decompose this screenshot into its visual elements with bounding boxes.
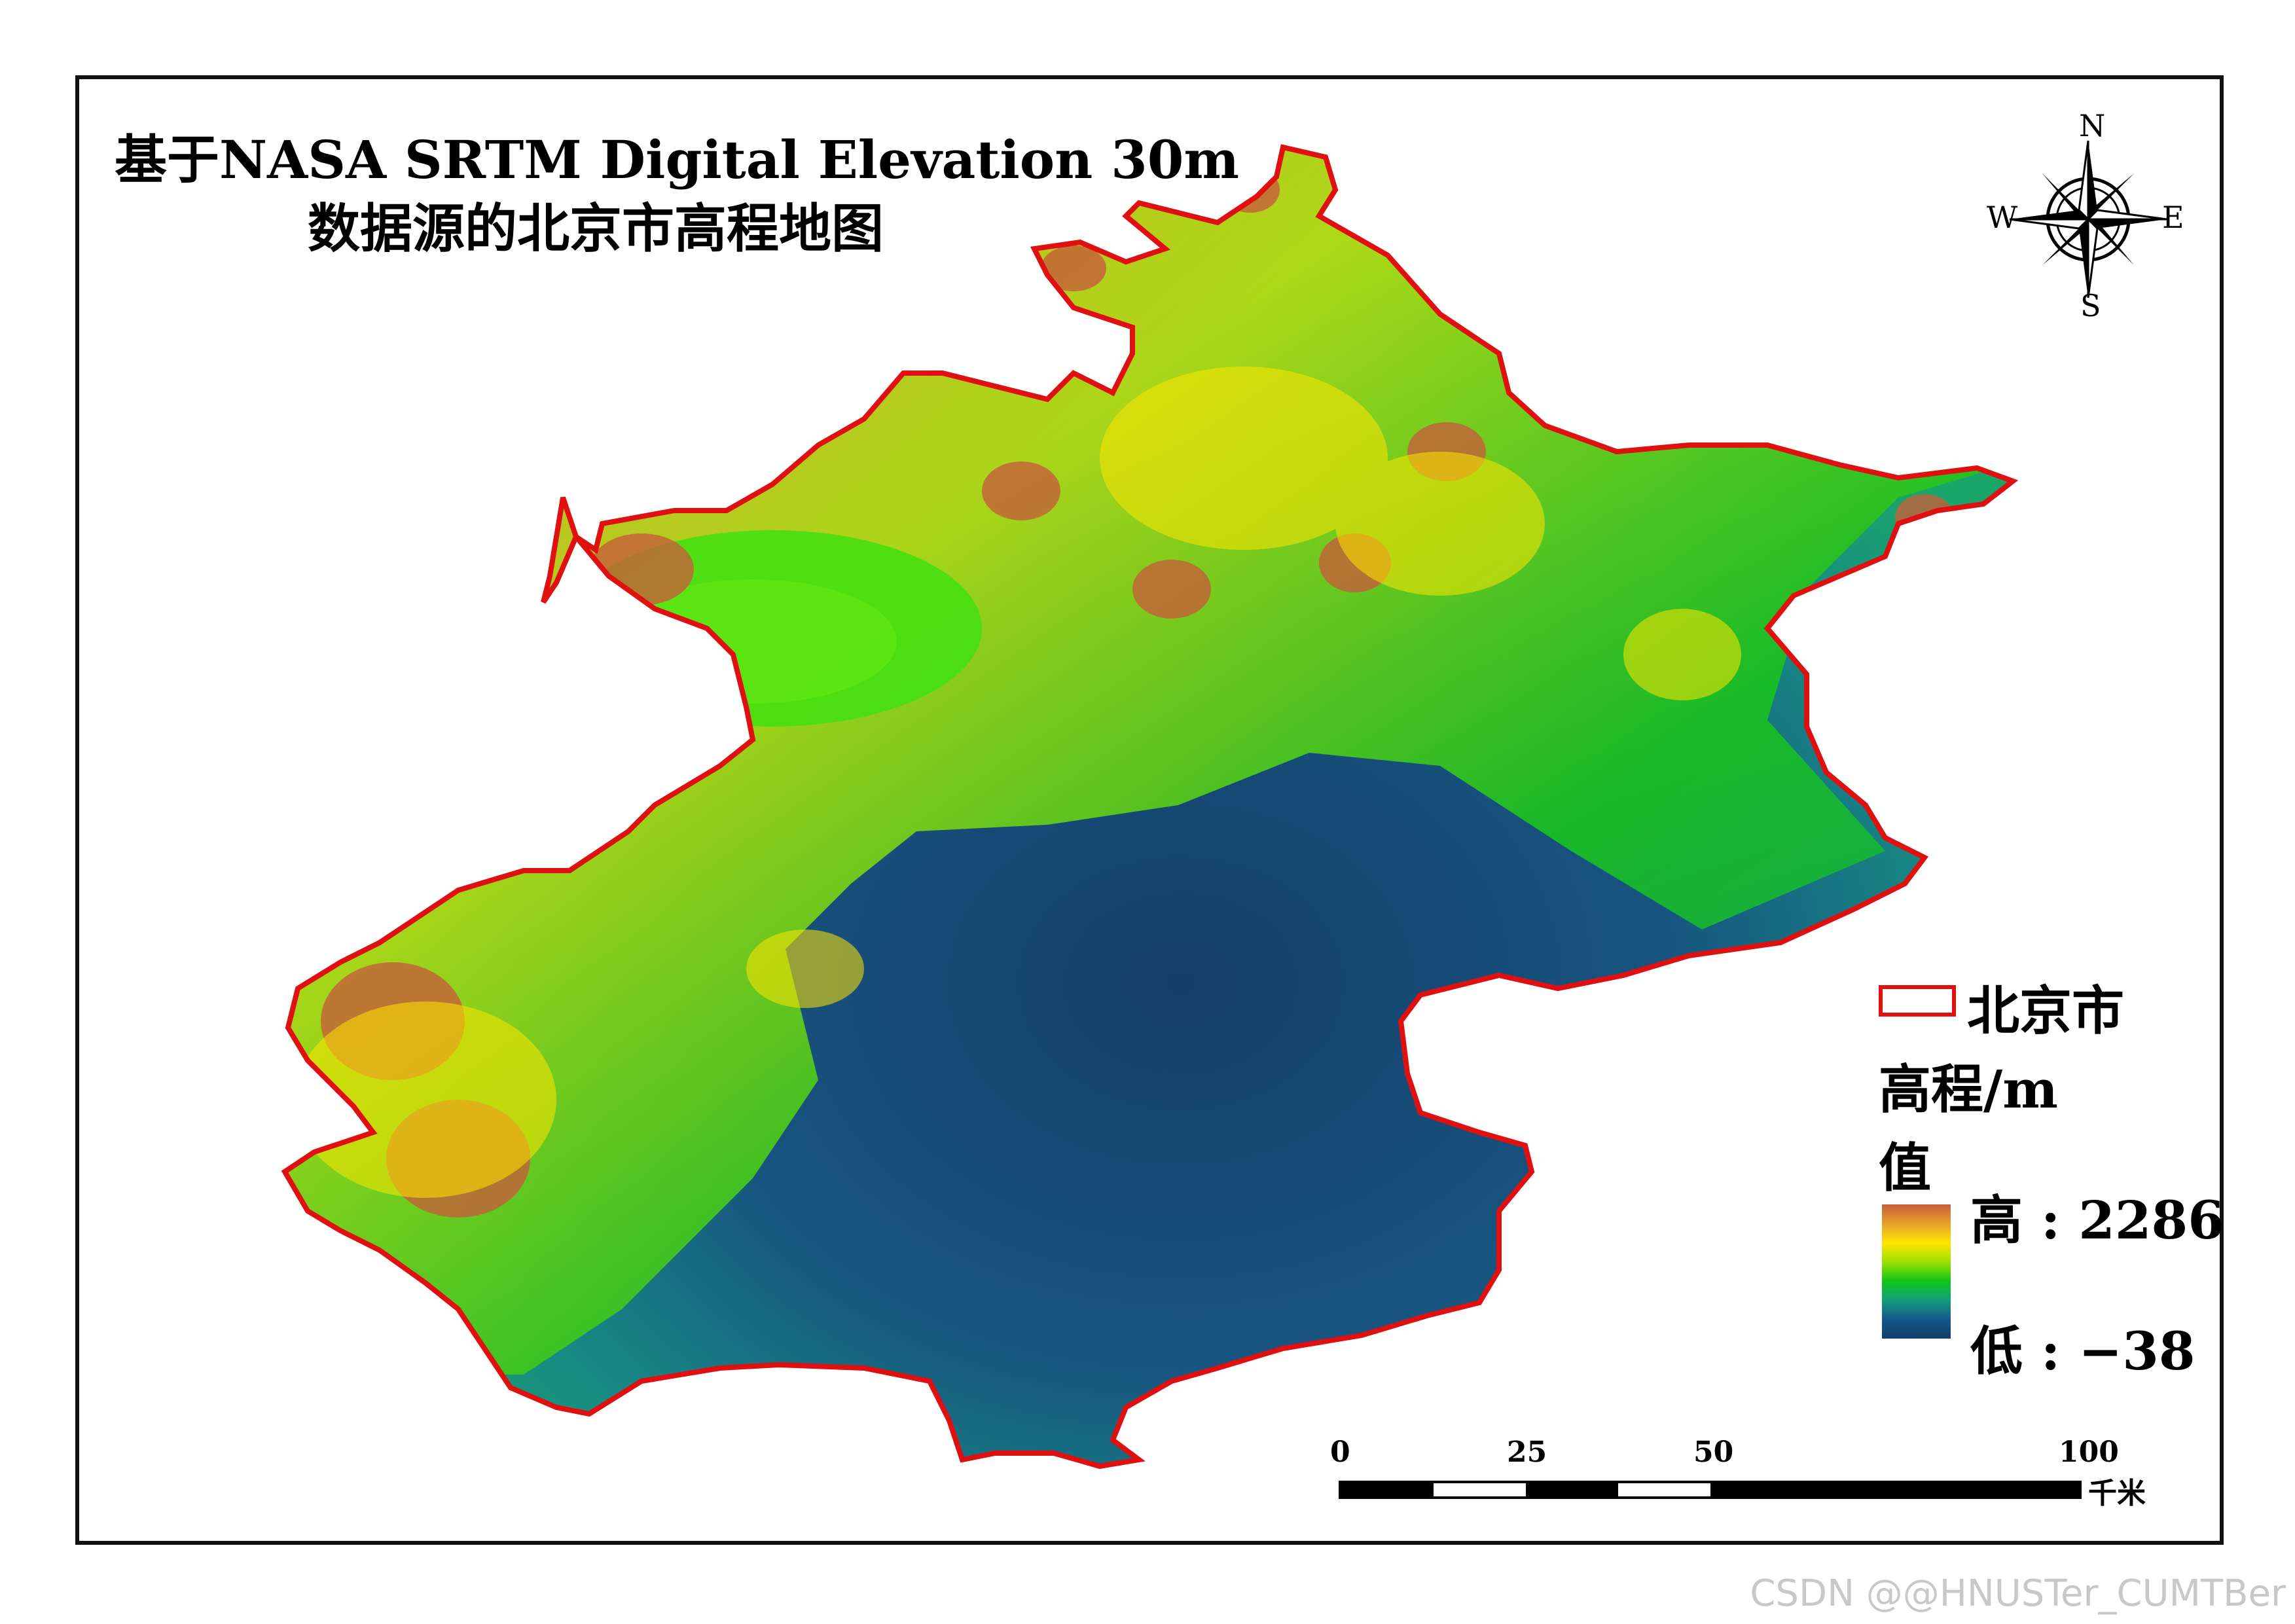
legend-boundary-swatch — [1879, 985, 1956, 1017]
scale-tick-25: 25 — [1507, 1435, 1547, 1469]
legend-high-label: 高 : 2286 — [1970, 1189, 2224, 1251]
legend-elevation-title: 高程/m — [1879, 1058, 2058, 1120]
legend-low-label: 低 : −38 — [1970, 1320, 2196, 1382]
map-frame — [75, 75, 2224, 1545]
scale-tick-50: 50 — [1693, 1435, 1734, 1469]
compass-west-label: W — [1987, 200, 2018, 235]
north-arrow-icon — [2009, 140, 2167, 298]
legend-color-ramp — [1882, 1204, 1951, 1339]
elevation-raster — [285, 147, 2013, 1466]
map-title-line1: 基于NASA SRTM Digital Elevation 30m — [115, 129, 1240, 190]
legend-value-label: 值 — [1879, 1137, 1931, 1199]
scale-bar — [1339, 1481, 2082, 1499]
legend-boundary-label: 北京市 — [1967, 980, 2124, 1041]
scale-tick-0: 0 — [1330, 1435, 1350, 1469]
map-title-line2: 数据源的北京市高程地图 — [308, 198, 884, 259]
compass-east-label: E — [2162, 200, 2184, 235]
watermark: CSDN @@HNUSTer_CUMTBer — [1750, 1572, 2286, 1615]
scale-unit-label: 千米 — [2088, 1477, 2146, 1510]
scale-tick-100: 100 — [2059, 1435, 2119, 1469]
compass-south-label: S — [2080, 288, 2101, 323]
compass-north-label: N — [2079, 108, 2106, 143]
